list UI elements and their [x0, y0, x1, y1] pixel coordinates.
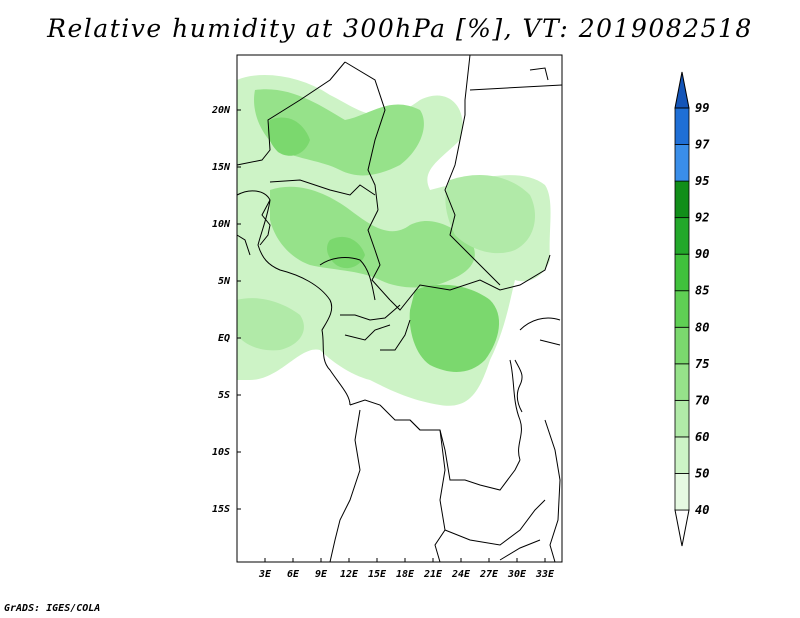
colorbar-label: 99 [695, 101, 709, 115]
colorbar-label: 95 [695, 174, 709, 188]
colorbar-segment [674, 326, 690, 365]
colorbar-segment [674, 290, 690, 328]
lat-tick-label: 15S [212, 504, 230, 515]
colorbar-segment [674, 253, 690, 292]
colorbar-segment [674, 399, 690, 438]
map-frame [236, 54, 563, 563]
colorbar-segment [674, 107, 690, 145]
humidity-shading [237, 75, 551, 406]
lon-tick-label: 6E [287, 569, 300, 580]
lon-tick-label: 24E [451, 569, 471, 580]
lon-tick-label: 33E [535, 569, 555, 580]
colorbar-segment [674, 363, 690, 401]
colorbar-label: 50 [695, 466, 709, 480]
colorbar-label: 90 [695, 247, 709, 261]
colorbar-segment [674, 217, 690, 255]
lon-tick-label: 27E [479, 569, 499, 580]
colorbar-label: 80 [695, 320, 709, 334]
grads-credit: GrADS: IGES/COLA [4, 603, 101, 614]
lon-tick-label: 12E [340, 569, 359, 580]
colorbar-segment [674, 180, 690, 219]
colorbar-label: 92 [695, 211, 709, 225]
colorbar-max-arrow [674, 71, 690, 109]
chart-title: Relative humidity at 300hPa [%], VT: 201… [47, 14, 753, 43]
lat-tick-label: 10S [212, 447, 230, 458]
colorbar-label: 85 [695, 284, 709, 298]
longitude-axis: 3E 6E 9E 12E 15E 18E 21E 24E 27E 30E 33E [258, 558, 555, 580]
colorbar-segment [674, 473, 690, 511]
colorbar-segment [674, 436, 690, 474]
lat-tick-label: 10N [212, 219, 231, 230]
colorbar-min-arrow [674, 509, 690, 547]
country-borders [236, 54, 563, 563]
lon-tick-label: 15E [368, 569, 387, 580]
latitude-axis: 20N 15N 10N 5N EQ 5S 10S 15S [211, 105, 241, 515]
colorbar-label: 97 [695, 138, 710, 152]
colorbar-label: 75 [695, 357, 709, 371]
colorbar-label: 40 [695, 503, 709, 517]
colorbar-label: 60 [695, 430, 709, 444]
colorbar-segment [674, 144, 690, 182]
lat-tick-label: 20N [211, 105, 231, 116]
lat-tick-label: 15N [212, 162, 231, 173]
colorbar-legend: 40 50 60 70 75 80 85 90 92 95 97 99 [674, 71, 710, 547]
lon-tick-label: 30E [507, 569, 527, 580]
lat-tick-label: 5S [218, 390, 230, 401]
lon-tick-label: 21E [423, 569, 443, 580]
lon-tick-label: 3E [258, 569, 272, 580]
lat-tick-label: EQ [218, 333, 230, 344]
lon-tick-label: 9E [315, 569, 328, 580]
lat-tick-label: 5N [218, 276, 231, 287]
lon-tick-label: 18E [396, 569, 415, 580]
colorbar-label: 70 [695, 393, 709, 407]
